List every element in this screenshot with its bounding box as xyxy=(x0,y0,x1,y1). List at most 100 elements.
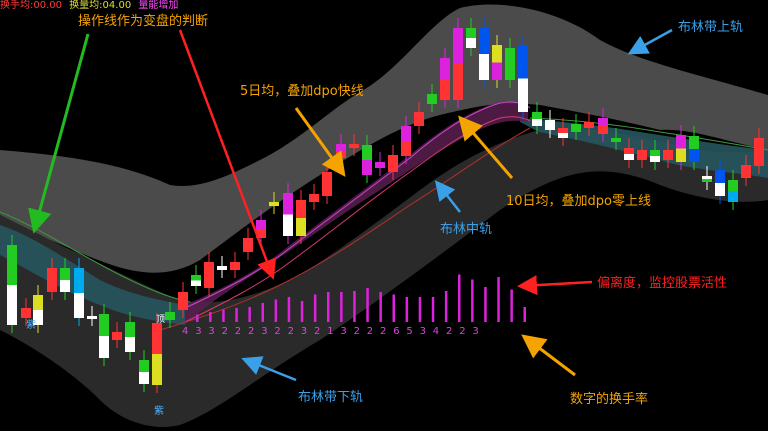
candle xyxy=(624,138,634,168)
mid-marker-label: 顶 xyxy=(156,314,165,325)
orange-arrow-turnover xyxy=(521,334,576,377)
candle-body-bottom xyxy=(178,301,188,310)
candle-body-bottom xyxy=(689,149,699,162)
candle-body-bottom xyxy=(650,156,660,162)
candle-body-top xyxy=(375,162,385,165)
candle-body-top xyxy=(518,45,528,79)
deviation-bar xyxy=(366,288,369,322)
candle xyxy=(349,134,359,156)
turnover-digit: 2 xyxy=(222,326,228,337)
deviation-bar xyxy=(222,309,225,322)
candle-body-top xyxy=(87,316,97,318)
candle xyxy=(728,170,738,210)
turnover-digit: 4 xyxy=(182,326,188,337)
turnover-digit: 2 xyxy=(288,326,294,337)
deviation-bar xyxy=(523,307,526,322)
candle-body-bottom xyxy=(217,268,227,270)
deviation-bar xyxy=(287,297,291,322)
candle-body-bottom xyxy=(427,99,437,104)
candle-body-bottom xyxy=(715,183,725,196)
candle-body-bottom xyxy=(388,163,398,172)
candle-body-top xyxy=(7,245,17,285)
candle xyxy=(505,38,515,88)
candle xyxy=(256,210,266,246)
candle-body-bottom xyxy=(139,372,149,384)
annotation-ma10: 10日均，叠加dpo零上线 xyxy=(506,194,651,209)
candle xyxy=(21,298,31,326)
candle xyxy=(283,183,293,244)
deviation-bar xyxy=(444,291,448,322)
turnover-digit: 2 xyxy=(314,326,320,337)
candle xyxy=(139,350,149,392)
candle xyxy=(362,135,372,183)
turnover-digit: 3 xyxy=(472,326,478,337)
candle-body-top xyxy=(283,193,293,215)
candle-body-bottom xyxy=(453,64,463,100)
candle-body-top xyxy=(663,150,673,155)
candle xyxy=(466,18,476,56)
candle-body-top xyxy=(336,144,346,151)
candle-body-top xyxy=(505,48,515,64)
candle-body-bottom xyxy=(518,78,528,112)
candle xyxy=(243,228,253,260)
turnover-digit: 2 xyxy=(248,326,254,337)
left-marker-label: 紫 xyxy=(26,319,36,331)
candle xyxy=(99,304,109,366)
candle xyxy=(217,256,227,278)
candle-body-top xyxy=(571,124,581,128)
candle-body-bottom xyxy=(269,204,279,206)
candle-body-top xyxy=(598,118,608,126)
turnover-digit: 4 xyxy=(433,326,439,337)
candle-body-top xyxy=(152,323,162,354)
turnover-digit: 3 xyxy=(261,326,267,337)
candle xyxy=(689,126,699,170)
candle-body-top xyxy=(584,122,594,125)
turnover-digit: 2 xyxy=(367,326,373,337)
candle-body-bottom xyxy=(754,152,764,166)
candle-body-top xyxy=(715,170,725,183)
candle-body-top xyxy=(112,332,122,336)
candle xyxy=(741,155,751,186)
candle-body-bottom xyxy=(191,280,201,286)
candle xyxy=(204,252,214,296)
candle-body-top xyxy=(388,155,398,164)
turnover-digit: 2 xyxy=(459,326,465,337)
deviation-bar xyxy=(196,314,199,322)
candle xyxy=(309,184,319,210)
candle xyxy=(33,285,43,333)
orange-arrow-ma10 xyxy=(458,115,514,179)
candle xyxy=(427,84,437,112)
candle xyxy=(440,48,450,108)
candle-body-top xyxy=(256,220,266,229)
candle-body-bottom xyxy=(60,280,70,292)
teal-channel-left xyxy=(0,225,185,325)
candle xyxy=(453,18,463,108)
candle-body-bottom xyxy=(479,54,489,80)
candle-body-bottom xyxy=(99,336,109,358)
deviation-bar xyxy=(274,299,278,322)
candle-body-top xyxy=(728,180,738,191)
turnover-digit: 2 xyxy=(354,326,360,337)
deviation-bar xyxy=(510,289,513,322)
candle-body-top xyxy=(322,172,332,184)
annotation-turnover: 数字的换手率 xyxy=(570,392,649,407)
candle-body-top xyxy=(60,268,70,280)
candle-body-bottom xyxy=(611,140,621,142)
candles-group xyxy=(7,18,764,393)
right-green-line xyxy=(529,117,768,151)
candle-body-top xyxy=(401,126,411,141)
candle xyxy=(152,313,162,393)
candle-body-top xyxy=(296,200,306,218)
deviation-bar xyxy=(353,291,356,322)
candle-body-bottom xyxy=(598,126,608,134)
candle xyxy=(702,166,712,190)
turnover-digit: 3 xyxy=(208,326,214,337)
status-segment-turnover-avg: 换手均:00.00 xyxy=(0,0,62,11)
deviation-bar xyxy=(471,279,474,322)
candle-body-bottom xyxy=(584,125,594,128)
candle-body-top xyxy=(741,165,751,172)
candle xyxy=(296,190,306,244)
annotation-operation-line: 操作线作为变盘的判断 xyxy=(78,14,209,29)
deviation-bar xyxy=(379,292,382,322)
